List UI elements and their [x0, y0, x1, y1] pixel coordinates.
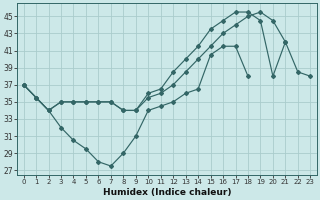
X-axis label: Humidex (Indice chaleur): Humidex (Indice chaleur)	[103, 188, 231, 197]
